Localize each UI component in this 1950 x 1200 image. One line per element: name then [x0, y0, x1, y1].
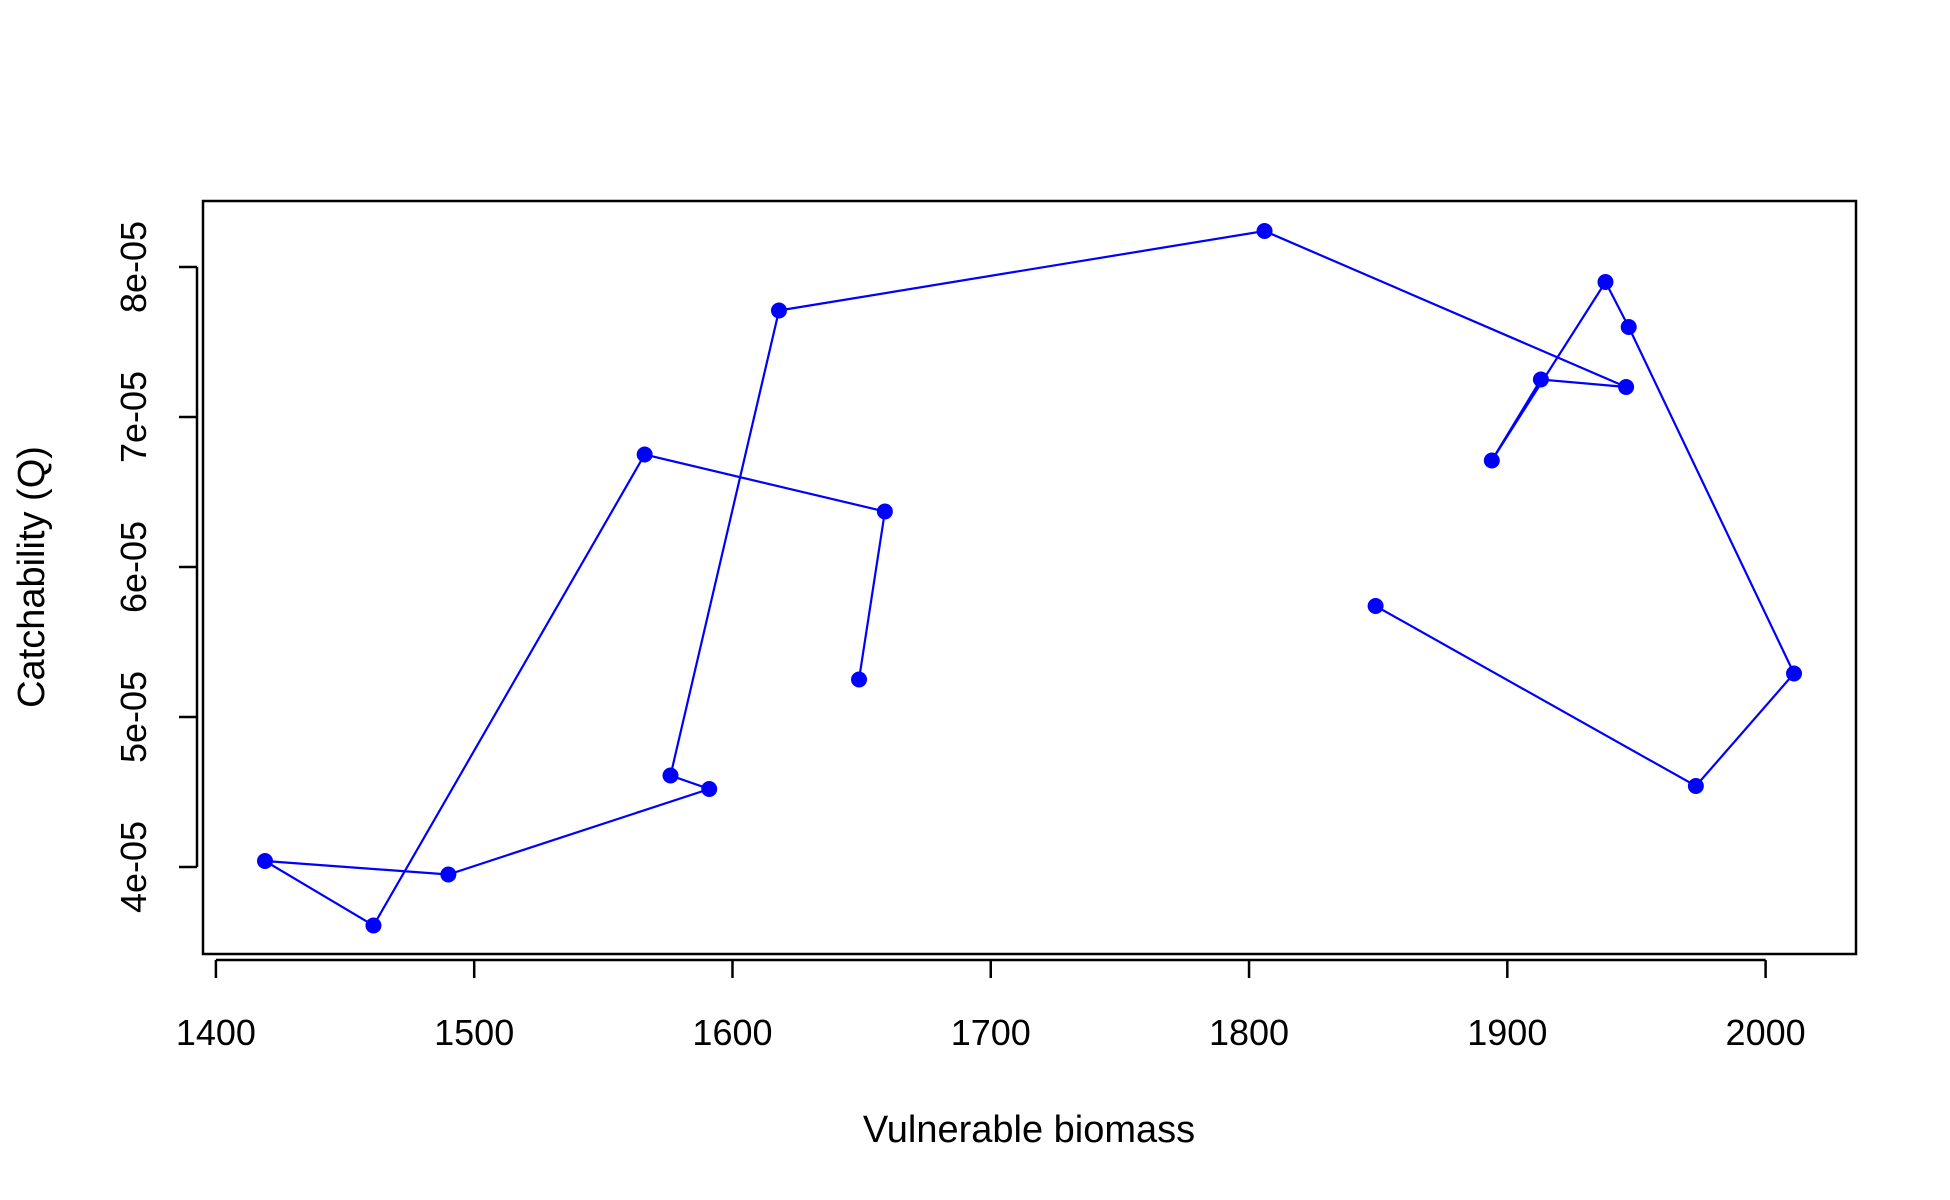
series-line: [264, 229, 1796, 928]
data-point: [770, 302, 787, 319]
y-axis: 4e-05 5e-05 6e-05 7e-05 8e-05: [113, 221, 199, 913]
y-tick-label: 4e-05: [113, 821, 154, 913]
data-point: [1597, 274, 1614, 290]
x-tick-label: 1600: [692, 1012, 772, 1053]
data-point: [1483, 452, 1500, 469]
y-axis-label: Catchability (Q): [11, 446, 53, 708]
data-point: [1687, 778, 1704, 794]
x-tick-label: 1400: [176, 1012, 256, 1053]
data-point: [365, 917, 382, 934]
data-point: [662, 767, 679, 784]
y-tick-label: 7e-05: [113, 371, 154, 463]
data-point: [1620, 319, 1637, 335]
x-tick-label: 1500: [434, 1012, 514, 1053]
x-axis-label: Vulnerable biomass: [863, 1109, 1195, 1151]
x-tick-label: 1900: [1467, 1012, 1547, 1053]
data-point: [1256, 223, 1273, 239]
data-point: [636, 446, 653, 463]
data-point: [851, 671, 868, 688]
plot-frame: [201, 199, 1858, 956]
series-layer: [256, 223, 1803, 934]
x-axis: 1400 1500 1600 1700 1800 1900 2000: [176, 958, 1806, 1053]
x-tick-label: 2000: [1726, 1012, 1806, 1053]
y-tick-label: 5e-05: [113, 671, 154, 763]
data-point: [876, 503, 893, 520]
data-point: [1786, 665, 1803, 682]
y-tick-label: 8e-05: [113, 221, 154, 313]
x-tick-label: 1800: [1209, 1012, 1289, 1053]
data-point: [1367, 598, 1384, 614]
y-tick-label: 6e-05: [113, 521, 154, 613]
data-point: [1532, 371, 1549, 388]
data-point: [701, 781, 718, 797]
x-tick-label: 1700: [951, 1012, 1031, 1053]
data-point: [440, 866, 457, 883]
data-point: [256, 853, 273, 869]
data-point: [1618, 379, 1635, 395]
